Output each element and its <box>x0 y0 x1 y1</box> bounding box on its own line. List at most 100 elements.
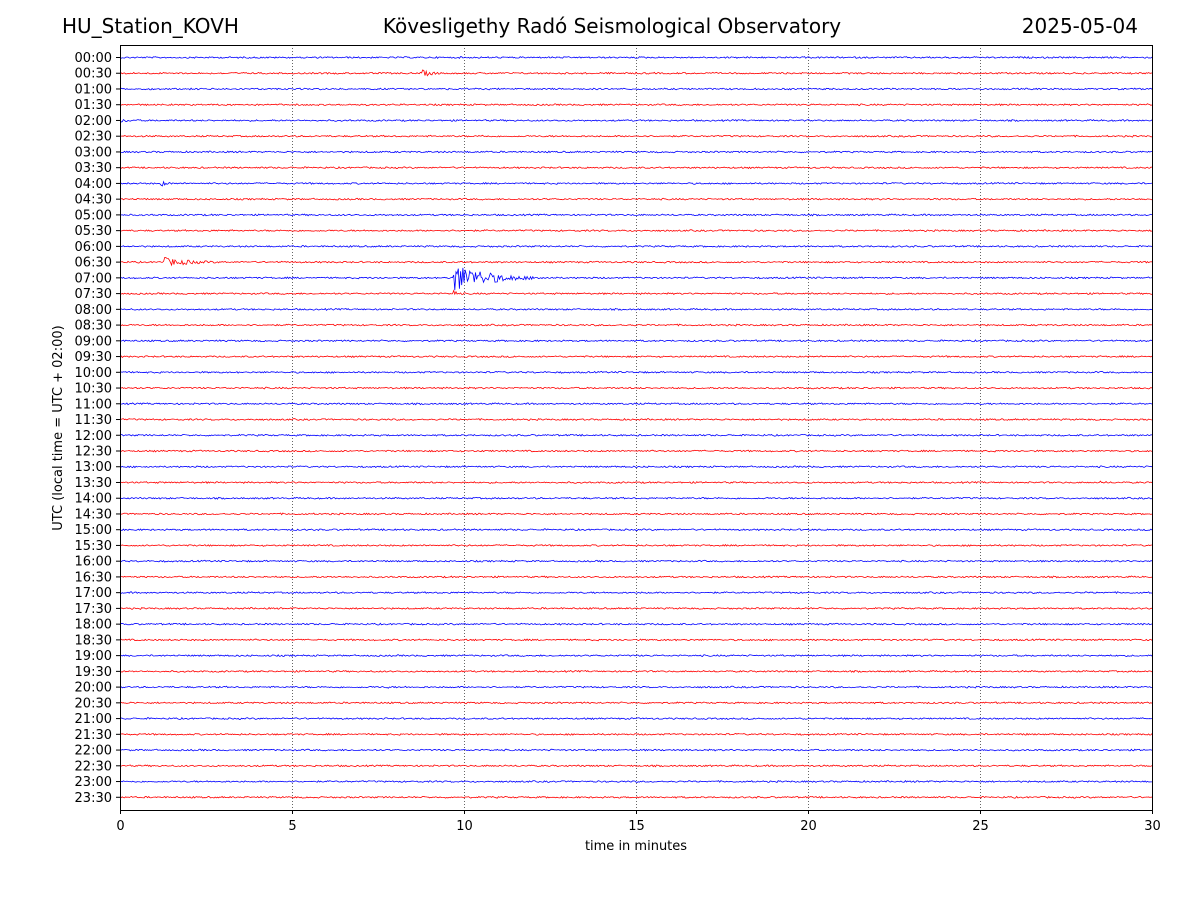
chart-title: Kövesligethy Radó Seismological Observat… <box>382 14 842 38</box>
y-tick-label: 13:00 <box>75 460 112 475</box>
seismic-trace-2230 <box>119 764 1153 768</box>
seismic-trace-0930 <box>119 355 1153 359</box>
seismic-trace-0430 <box>119 197 1153 201</box>
y-tick-label: 19:00 <box>75 649 112 664</box>
y-tick-label: 06:30 <box>75 256 112 271</box>
seismic-trace-2030 <box>119 701 1153 705</box>
seismic-trace-1300 <box>119 465 1153 469</box>
y-tick-label: 14:00 <box>75 492 112 507</box>
seismic-trace-1100 <box>119 402 1153 406</box>
y-tick-label: 14:30 <box>75 507 112 522</box>
y-tick-label: 12:30 <box>75 445 112 460</box>
plot-frame <box>120 45 1153 811</box>
seismic-trace-0600 <box>119 244 1153 248</box>
y-tick-label: 23:00 <box>75 775 112 790</box>
chart-date: 2025-05-04 <box>1021 14 1138 38</box>
seismic-trace-2300 <box>119 779 1153 783</box>
y-tick-label: 02:00 <box>75 114 112 129</box>
seismic-trace-1030 <box>119 386 1153 390</box>
seismic-trace-0300 <box>119 150 1153 154</box>
y-tick-label: 23:30 <box>75 791 112 806</box>
y-tick-label: 02:30 <box>75 130 112 145</box>
grid-lines <box>292 45 981 810</box>
x-axis-label: time in minutes <box>585 839 687 854</box>
y-tick-label: 00:00 <box>75 51 112 66</box>
y-tick-label: 08:30 <box>75 319 112 334</box>
y-tick-label: 09:00 <box>75 334 112 349</box>
seismic-trace-2330 <box>119 795 1153 799</box>
x-tick-label: 20 <box>800 819 817 834</box>
y-tick-label: 13:30 <box>75 476 112 491</box>
y-tick-label: 21:30 <box>75 728 112 743</box>
y-tick-label: 19:30 <box>75 665 112 680</box>
seismic-trace-1730 <box>119 606 1153 610</box>
seismic-trace-0530 <box>119 229 1153 233</box>
seismic-trace-0130 <box>119 103 1153 107</box>
seismic-trace-0100 <box>119 87 1153 91</box>
y-tick-label: 07:30 <box>75 287 112 302</box>
y-tick-label: 04:30 <box>75 193 112 208</box>
y-tick-label: 18:30 <box>75 633 112 648</box>
y-tick-label: 11:00 <box>75 397 112 412</box>
seismic-trace-1700 <box>119 591 1153 595</box>
y-tick-label: 04:00 <box>75 177 112 192</box>
x-tick-label: 25 <box>972 819 989 834</box>
seismic-trace-0000 <box>119 55 1153 60</box>
y-tick-label: 10:30 <box>75 382 112 397</box>
seismic-trace-0500 <box>119 213 1153 217</box>
y-tick-label: 17:00 <box>75 586 112 601</box>
seismic-trace-2200 <box>119 748 1153 752</box>
seismic-trace-1630 <box>119 575 1153 579</box>
trace-group <box>119 55 1153 799</box>
x-tick-label: 0 <box>116 819 124 834</box>
y-tick-label: 10:00 <box>75 366 112 381</box>
y-tick-label: 01:30 <box>75 98 112 113</box>
y-tick-label: 16:30 <box>75 570 112 585</box>
seismic-trace-1830 <box>119 638 1153 642</box>
y-tick-label: 18:00 <box>75 618 112 633</box>
seismic-trace-1500 <box>119 528 1153 532</box>
seismic-trace-1000 <box>119 370 1153 374</box>
x-axis: 0 5 10 15 20 25 30 <box>116 810 1161 834</box>
seismic-trace-0700 <box>119 267 1153 291</box>
y-tick-label: 15:00 <box>75 523 112 538</box>
seismic-trace-0800 <box>119 307 1153 311</box>
y-tick-label: 03:00 <box>75 145 112 160</box>
y-tick-label: 05:00 <box>75 208 112 223</box>
y-tick-label: 11:30 <box>75 413 112 428</box>
seismic-trace-1530 <box>119 543 1153 547</box>
seismic-trace-1800 <box>119 622 1153 626</box>
y-tick-label: 07:00 <box>75 271 112 286</box>
y-tick-label: 08:00 <box>75 303 112 318</box>
y-tick-label: 03:30 <box>75 161 112 176</box>
y-tick-label: 12:00 <box>75 429 112 444</box>
seismic-trace-1130 <box>119 417 1153 421</box>
y-tick-label: 05:30 <box>75 224 112 239</box>
seismic-trace-2000 <box>119 685 1153 689</box>
seismic-trace-1330 <box>119 480 1153 484</box>
x-tick-label: 5 <box>288 819 296 834</box>
seismic-trace-1600 <box>119 559 1153 563</box>
y-tick-label: 21:00 <box>75 712 112 727</box>
seismic-trace-1400 <box>119 496 1153 500</box>
y-axis-label: UTC (local time = UTC + 02:00) <box>51 325 66 530</box>
seismic-trace-0900 <box>120 339 1153 343</box>
seismic-trace-1430 <box>119 512 1153 516</box>
seismic-trace-0330 <box>119 166 1153 170</box>
seismic-trace-0230 <box>119 134 1153 138</box>
y-tick-label: 17:30 <box>75 602 112 617</box>
y-axis: 00:0000:3001:0001:3002:0002:3003:0003:30… <box>75 51 120 806</box>
y-tick-label: 06:00 <box>75 240 112 255</box>
x-tick-label: 15 <box>628 819 645 834</box>
y-tick-label: 01:00 <box>75 82 112 97</box>
seismic-trace-2130 <box>119 732 1153 736</box>
station-name: HU_Station_KOVH <box>62 14 239 38</box>
y-tick-label: 16:00 <box>75 555 112 570</box>
x-tick-label: 30 <box>1144 819 1161 834</box>
y-tick-label: 22:30 <box>75 759 112 774</box>
y-tick-label: 22:00 <box>75 744 112 759</box>
y-tick-label: 09:30 <box>75 350 112 365</box>
seismic-trace-0030 <box>119 69 1153 77</box>
y-tick-label: 20:00 <box>75 681 112 696</box>
